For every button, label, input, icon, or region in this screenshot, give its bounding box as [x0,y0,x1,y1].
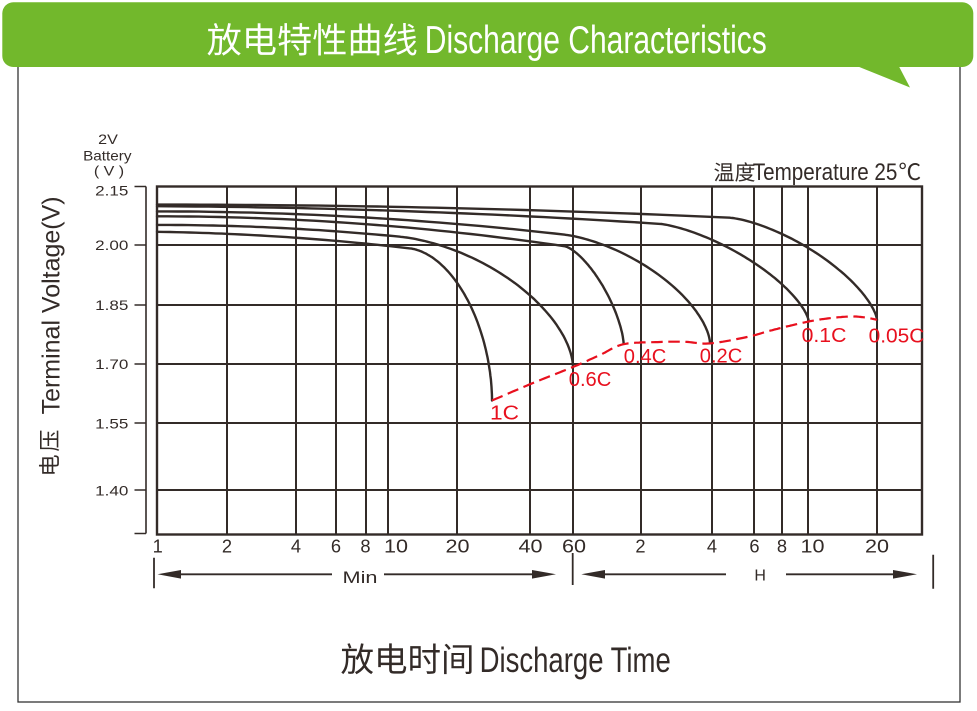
svg-text:Temperature 25: Temperature 25 [753,160,898,186]
svg-text:H: H [754,567,766,584]
svg-text:Terminal Voltage(V): Terminal Voltage(V) [38,196,66,414]
svg-text:1.40: 1.40 [95,482,128,498]
svg-text:0.6C: 0.6C [569,369,612,391]
svg-text:Discharge Time: Discharge Time [480,641,671,680]
svg-text:( V ): ( V ) [94,163,124,179]
svg-text:1: 1 [153,536,163,557]
svg-text:Battery: Battery [83,147,131,163]
svg-text:0.2C: 0.2C [700,346,743,368]
svg-text:10: 10 [801,536,825,557]
svg-text:2: 2 [222,536,232,557]
svg-text:10: 10 [384,536,408,557]
svg-text:1.85: 1.85 [95,297,128,313]
svg-text:20: 20 [446,536,470,557]
svg-text:0.05C: 0.05C [869,326,925,348]
svg-text:1C: 1C [490,403,519,425]
svg-text:0.4C: 0.4C [624,346,667,368]
svg-text:0.1C: 0.1C [802,325,847,347]
svg-text:2.00: 2.00 [95,237,128,253]
svg-text:8: 8 [360,536,370,557]
svg-text:6: 6 [331,536,341,557]
svg-text:60: 60 [562,536,586,557]
svg-text:4: 4 [291,536,301,557]
svg-text:8: 8 [777,536,787,557]
svg-text:2V: 2V [98,131,118,147]
svg-text:40: 40 [519,536,543,557]
svg-text:1.55: 1.55 [95,415,128,431]
svg-text:6: 6 [749,536,759,557]
svg-text:Discharge Characteristics: Discharge Characteristics [425,19,767,62]
svg-text:1.70: 1.70 [95,356,128,372]
svg-text:Min: Min [343,569,378,587]
svg-text:20: 20 [865,536,889,557]
svg-text:2.15: 2.15 [95,183,128,199]
svg-text:2: 2 [635,536,645,557]
svg-text:4: 4 [707,536,717,557]
